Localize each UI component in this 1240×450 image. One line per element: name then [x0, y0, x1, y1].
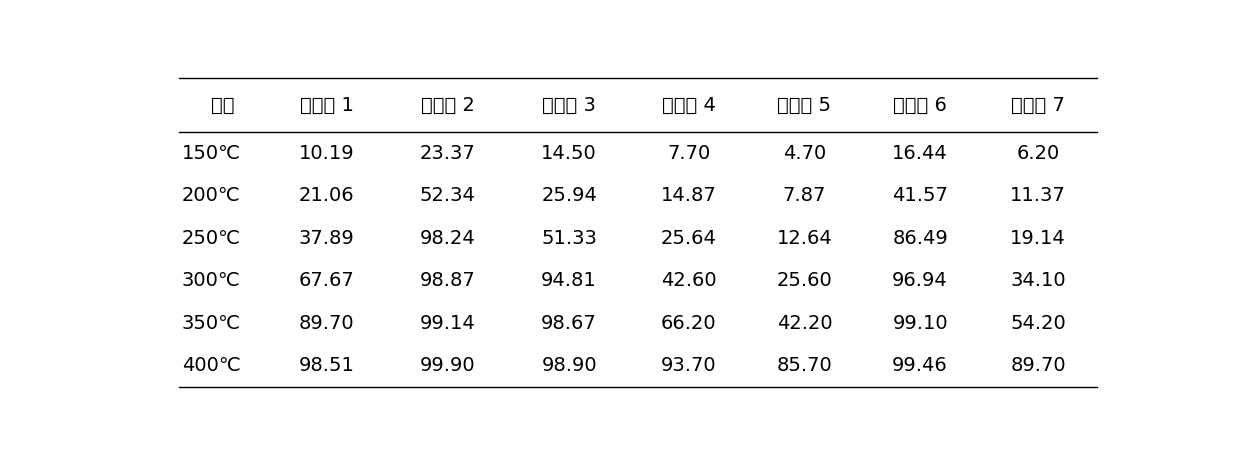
Text: 25.94: 25.94: [541, 186, 596, 205]
Text: 14.50: 14.50: [541, 144, 596, 163]
Text: 85.70: 85.70: [776, 356, 832, 375]
Text: 34.10: 34.10: [1011, 271, 1066, 290]
Text: 93.70: 93.70: [661, 356, 717, 375]
Text: 89.70: 89.70: [1011, 356, 1066, 375]
Text: 25.60: 25.60: [776, 271, 832, 290]
Text: 21.06: 21.06: [299, 186, 355, 205]
Text: 98.87: 98.87: [420, 271, 476, 290]
Text: 98.24: 98.24: [420, 229, 476, 248]
Text: 7.70: 7.70: [667, 144, 711, 163]
Text: 16.44: 16.44: [893, 144, 949, 163]
Text: 350℃: 350℃: [182, 314, 241, 333]
Text: 98.51: 98.51: [299, 356, 355, 375]
Text: 51.33: 51.33: [541, 229, 596, 248]
Text: 41.57: 41.57: [892, 186, 949, 205]
Text: 66.20: 66.20: [661, 314, 717, 333]
Text: 98.90: 98.90: [541, 356, 596, 375]
Text: 99.90: 99.90: [420, 356, 476, 375]
Text: 52.34: 52.34: [420, 186, 476, 205]
Text: 98.67: 98.67: [541, 314, 596, 333]
Text: 实施例 7: 实施例 7: [1011, 96, 1065, 115]
Text: 10.19: 10.19: [299, 144, 355, 163]
Text: 温度: 温度: [211, 96, 234, 115]
Text: 23.37: 23.37: [420, 144, 476, 163]
Text: 300℃: 300℃: [182, 271, 241, 290]
Text: 99.14: 99.14: [420, 314, 476, 333]
Text: 96.94: 96.94: [893, 271, 949, 290]
Text: 89.70: 89.70: [299, 314, 355, 333]
Text: 200℃: 200℃: [182, 186, 241, 205]
Text: 150℃: 150℃: [182, 144, 241, 163]
Text: 86.49: 86.49: [893, 229, 949, 248]
Text: 14.87: 14.87: [661, 186, 717, 205]
Text: 12.64: 12.64: [776, 229, 832, 248]
Text: 54.20: 54.20: [1011, 314, 1066, 333]
Text: 实施例 1: 实施例 1: [300, 96, 353, 115]
Text: 4.70: 4.70: [782, 144, 826, 163]
Text: 94.81: 94.81: [541, 271, 596, 290]
Text: 67.67: 67.67: [299, 271, 355, 290]
Text: 42.60: 42.60: [661, 271, 717, 290]
Text: 7.87: 7.87: [782, 186, 826, 205]
Text: 实施例 2: 实施例 2: [422, 96, 475, 115]
Text: 37.89: 37.89: [299, 229, 355, 248]
Text: 实施例 3: 实施例 3: [542, 96, 596, 115]
Text: 250℃: 250℃: [182, 229, 241, 248]
Text: 42.20: 42.20: [776, 314, 832, 333]
Text: 99.46: 99.46: [893, 356, 949, 375]
Text: 6.20: 6.20: [1017, 144, 1060, 163]
Text: 400℃: 400℃: [182, 356, 241, 375]
Text: 99.10: 99.10: [893, 314, 947, 333]
Text: 实施例 6: 实施例 6: [893, 96, 947, 115]
Text: 实施例 5: 实施例 5: [777, 96, 832, 115]
Text: 25.64: 25.64: [661, 229, 717, 248]
Text: 11.37: 11.37: [1011, 186, 1066, 205]
Text: 实施例 4: 实施例 4: [662, 96, 715, 115]
Text: 19.14: 19.14: [1011, 229, 1066, 248]
